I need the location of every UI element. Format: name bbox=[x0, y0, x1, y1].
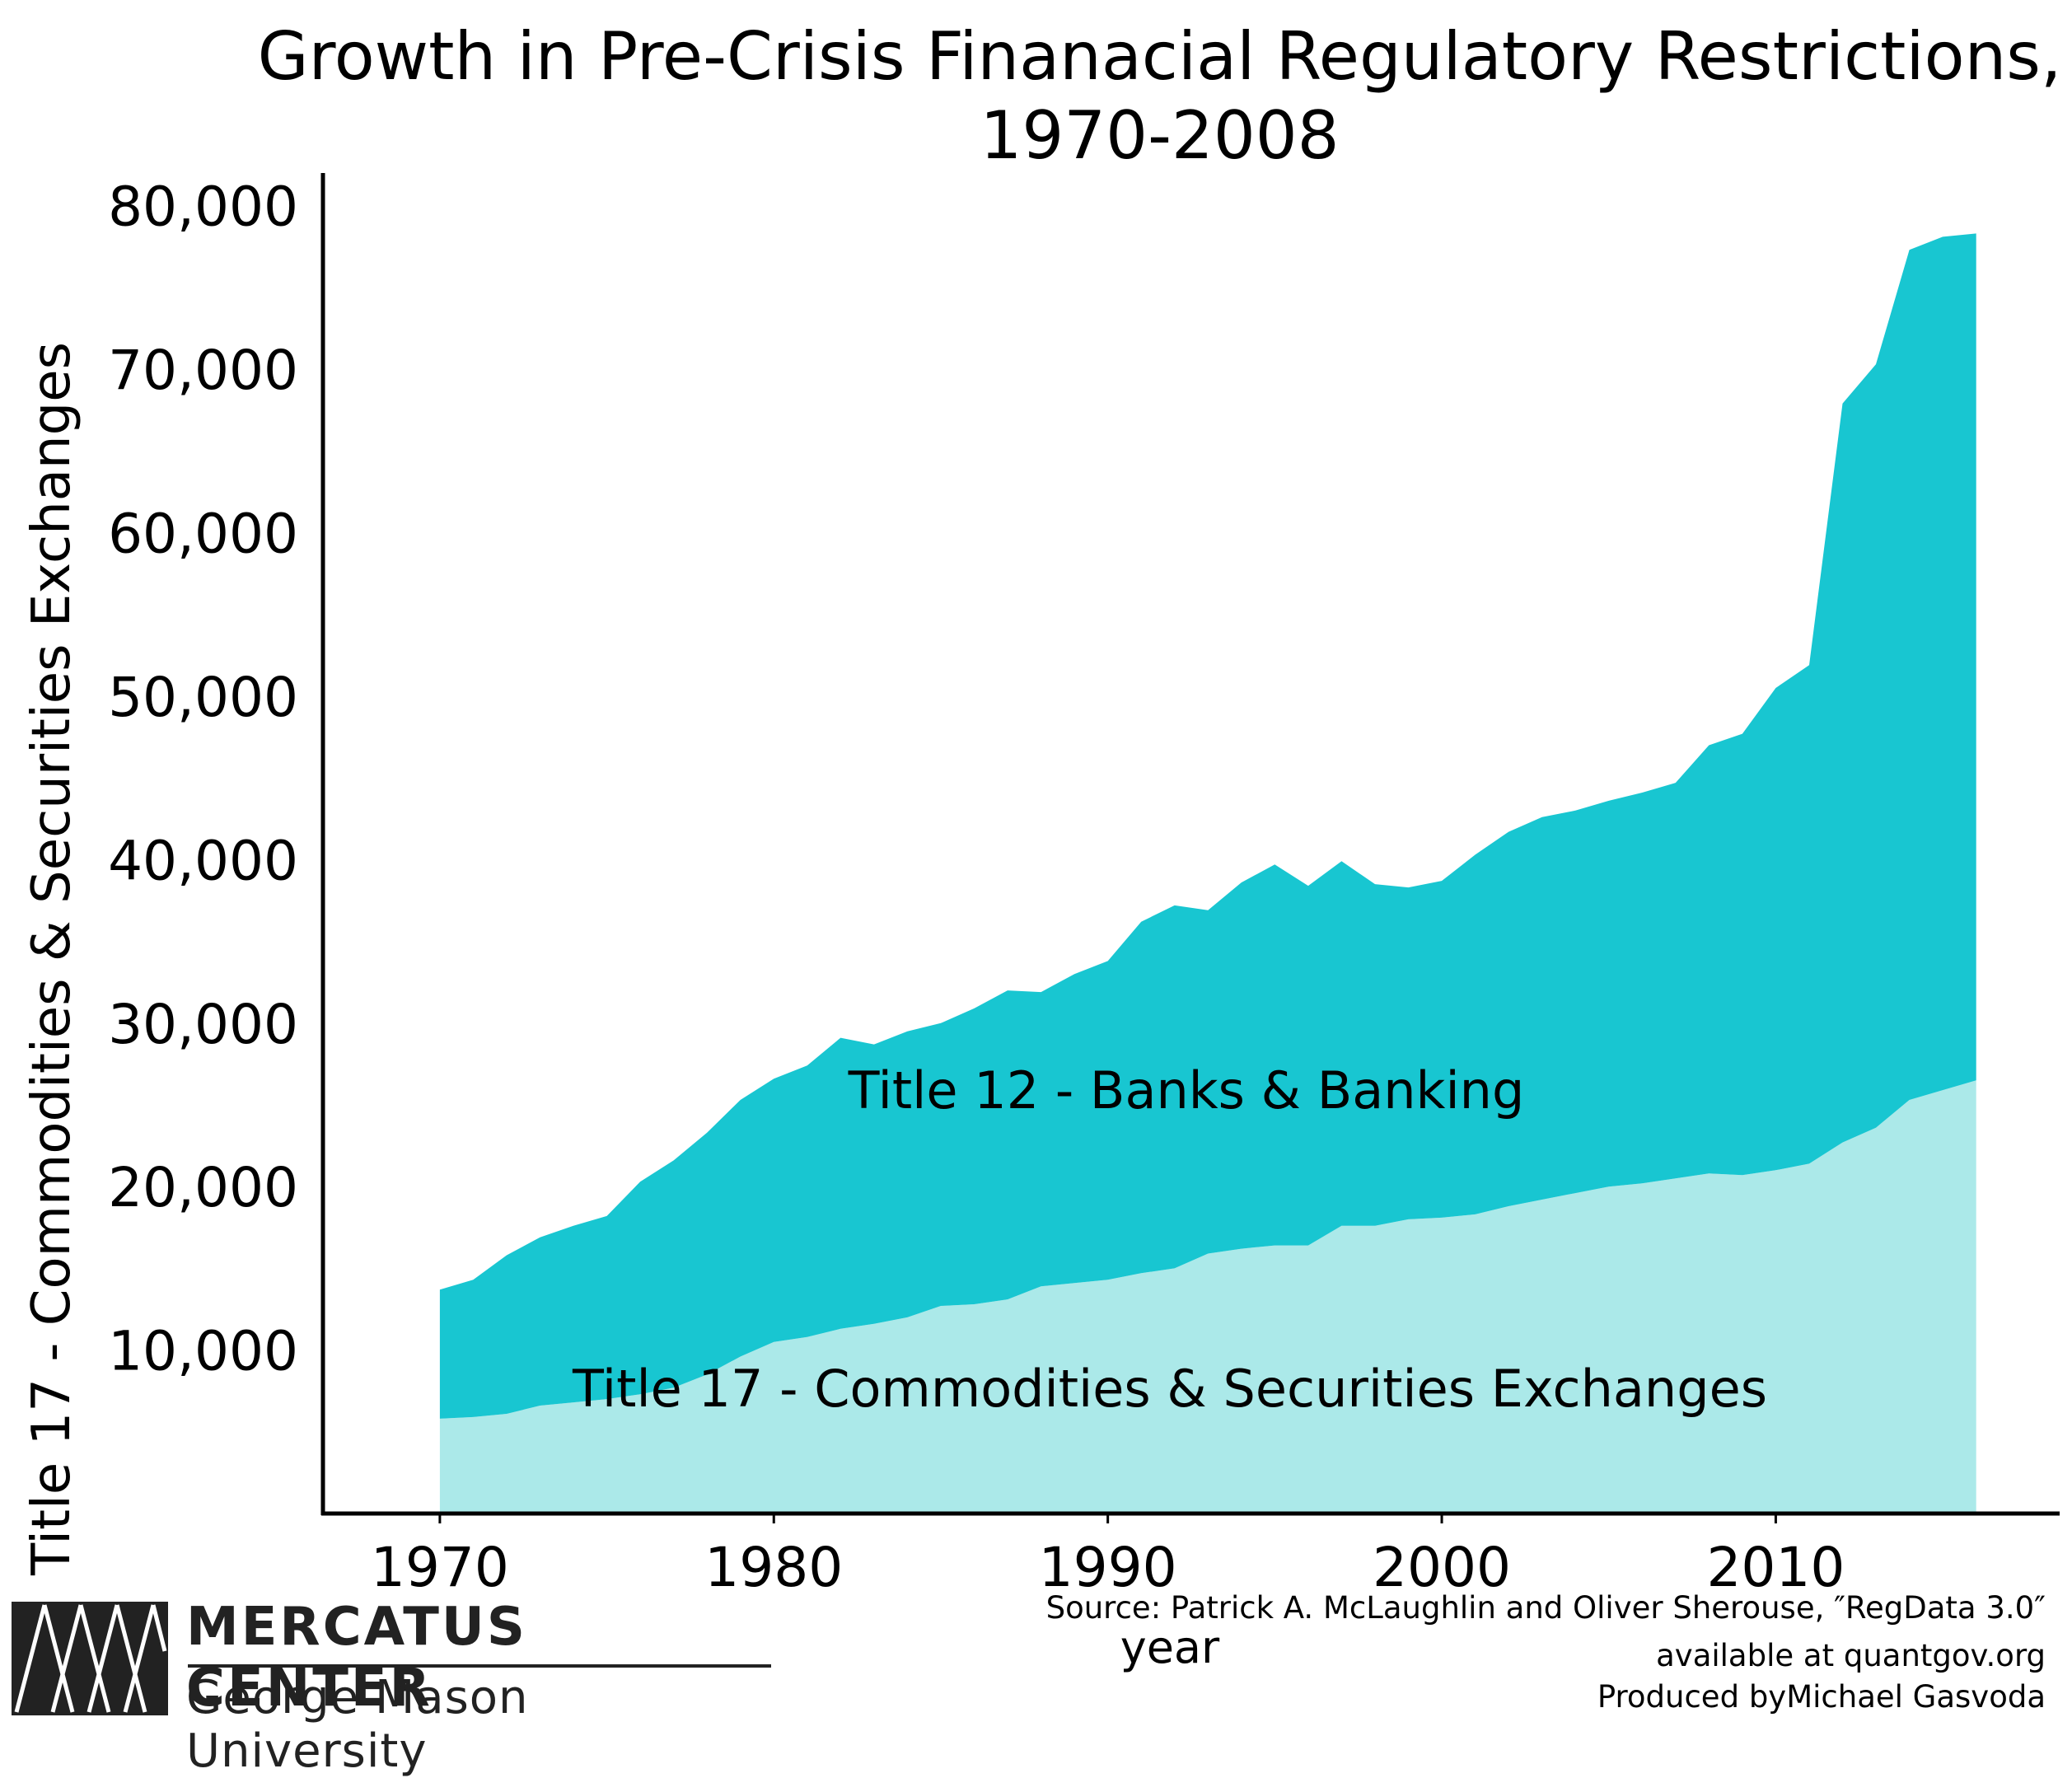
chart-area: 1970 1980 1990 2000 2010 10,000 20,000 30,000 40… bbox=[21, 173, 2060, 1673]
x-tick-label: 1990 bbox=[1039, 1536, 1177, 1599]
source-line-3: Produced byMichael Gasvoda bbox=[1597, 1679, 2046, 1715]
y-tick-label: 40,000 bbox=[108, 829, 298, 892]
mercatus-logo-mark-icon bbox=[12, 1602, 168, 1715]
source-line-2: available at quantgov.org bbox=[1656, 1638, 2046, 1673]
source-line-1: Source: Patrick A. McLaughlin and Oliver… bbox=[1045, 1590, 2046, 1626]
mercatus-logo: MERCATUS CENTER George Mason University bbox=[12, 1597, 771, 1778]
x-tick-label: 2010 bbox=[1706, 1536, 1845, 1599]
y-tick-label: 30,000 bbox=[108, 993, 298, 1056]
x-tick-label: 1970 bbox=[371, 1536, 509, 1599]
annotation-title-17: Title 17 - Commodities & Securities Exch… bbox=[572, 1359, 1767, 1419]
y-tick-label: 60,000 bbox=[108, 503, 298, 566]
x-tick-label: 2000 bbox=[1373, 1536, 1511, 1599]
y-tick-label: 20,000 bbox=[108, 1156, 298, 1219]
series-area-0 bbox=[439, 1080, 1976, 1514]
logo-subtitle: George Mason University bbox=[186, 1671, 529, 1778]
x-tick-label: 1980 bbox=[704, 1536, 843, 1599]
x-axis-label: year bbox=[1120, 1621, 1220, 1673]
series-area-1 bbox=[439, 233, 1976, 1419]
chart-title: Growth in Pre-Crisis Finanacial Regulato… bbox=[257, 18, 2062, 95]
logo-divider bbox=[188, 1664, 771, 1668]
y-axis-label: Title 17 - Commodities & Securities Exch… bbox=[21, 342, 82, 1576]
y-tick-label: 70,000 bbox=[108, 339, 298, 402]
annotation-title-12: Title 12 - Banks & Banking bbox=[848, 1060, 1525, 1121]
y-tick-label: 50,000 bbox=[108, 666, 298, 729]
logo-name: MERCATUS CENTER bbox=[186, 1597, 527, 1719]
y-tick-label: 10,000 bbox=[108, 1320, 298, 1383]
chart-title-line2: 1970-2008 bbox=[980, 97, 1340, 174]
y-tick-label: 80,000 bbox=[108, 175, 298, 239]
